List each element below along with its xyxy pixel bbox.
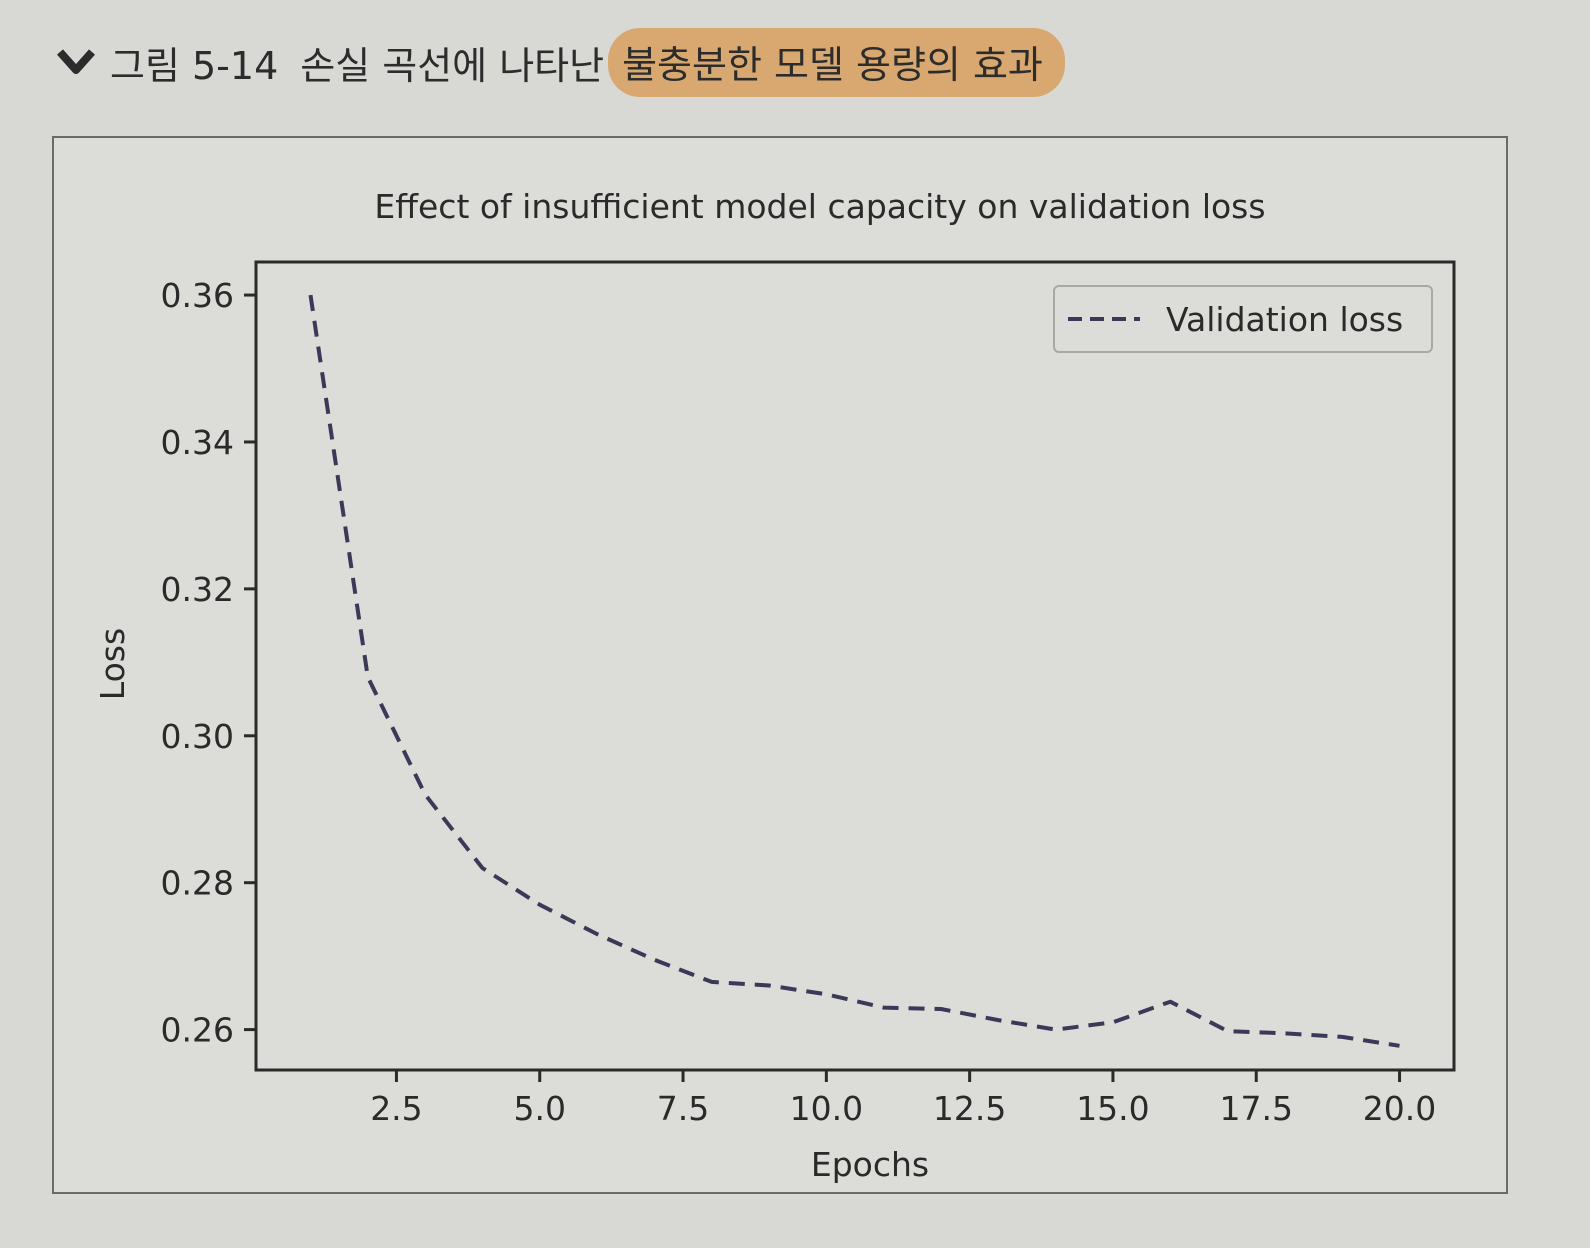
legend: Validation loss [1053,285,1433,353]
y-tick-label: 0.26 [161,1011,234,1050]
x-axis: 2.5 5.0 7.5 10.0 12.5 15.0 17.5 20.0 [370,1070,1436,1128]
x-tick-label: 17.5 [1220,1089,1293,1128]
y-tick-label: 0.36 [161,276,234,315]
caption-text: 손실 곡선에 나타난 [300,43,605,88]
y-tick-label: 0.28 [161,864,234,903]
validation-loss-line [308,294,1400,1048]
x-tick-label: 20.0 [1363,1089,1436,1128]
y-tick-label: 0.34 [161,423,234,462]
chart-title: Effect of insufficient model capacity on… [374,187,1265,226]
plot-area [254,260,1456,1072]
x-tick-label: 10.0 [790,1089,863,1128]
x-tick-label: 12.5 [933,1089,1006,1128]
legend-box [1053,285,1433,353]
x-tick-label: 7.5 [657,1089,709,1128]
caption-highlight: 불충분한 모델 용량의 효과 [608,27,1065,97]
figure-caption: 그림 5-14 손실 곡선에 나타난 불충분한 모델 용량의 효과 [56,27,1065,97]
y-axis-label: Loss [93,628,132,700]
figure-label: 그림 5-14 [110,43,279,88]
x-axis-label: Epochs [811,1145,929,1184]
y-tick-label: 0.30 [161,717,234,756]
y-axis: 0.26 0.28 0.30 0.32 0.34 0.36 [161,276,256,1050]
y-tick-label: 0.32 [161,570,234,609]
series-layer [308,294,1400,1048]
x-tick-label: 15.0 [1076,1089,1149,1128]
x-tick-label: 2.5 [370,1089,422,1128]
x-tick-label: 5.0 [513,1089,565,1128]
legend-label: Validation loss [1166,300,1403,339]
chevron-down-icon [57,49,95,74]
